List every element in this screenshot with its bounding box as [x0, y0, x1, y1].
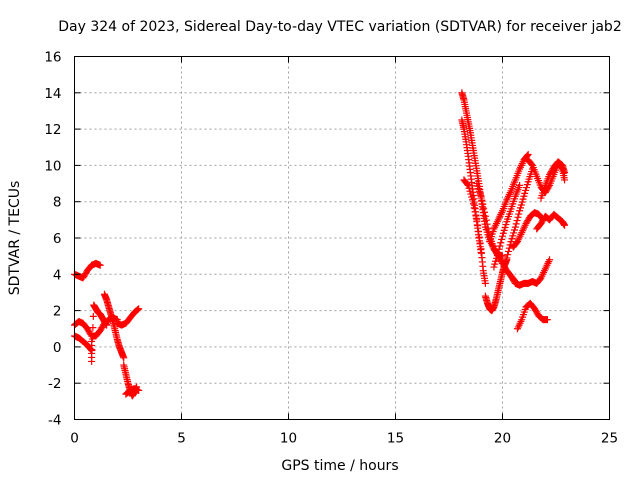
data-point — [496, 242, 504, 250]
data-point — [514, 213, 522, 221]
data-point — [516, 181, 524, 189]
data-point — [89, 324, 97, 332]
data-point — [88, 335, 96, 343]
series-arc-5 — [100, 290, 128, 362]
x-tick-label: 15 — [387, 431, 404, 447]
data-point — [498, 235, 506, 243]
series-arc-21 — [533, 210, 569, 233]
data-point — [480, 204, 488, 212]
data-point — [89, 312, 97, 320]
data-point — [561, 176, 569, 184]
data-point — [133, 306, 141, 314]
data-point — [504, 247, 512, 255]
y-tick-label: 16 — [44, 50, 61, 66]
data-point — [134, 306, 142, 314]
data-point — [503, 254, 511, 262]
y-tick-label: 0 — [53, 340, 62, 356]
y-tick-label: -4 — [48, 413, 61, 429]
data-point — [483, 220, 491, 228]
data-point — [545, 183, 553, 191]
data-point — [477, 192, 485, 200]
y-axis-label: SDTVAR / TECUs — [7, 181, 23, 296]
data-point — [463, 180, 471, 188]
y-tick-label: 2 — [53, 304, 62, 320]
data-point — [469, 196, 477, 204]
data-point — [515, 210, 523, 218]
x-tick-label: 5 — [177, 431, 186, 447]
data-point — [484, 224, 492, 232]
chart-title: Day 324 of 2023, Sidereal Day-to-day VTE… — [58, 19, 621, 35]
data-point — [523, 152, 531, 160]
series-arc-22 — [537, 158, 569, 202]
data-point — [472, 212, 480, 220]
data-point — [546, 256, 554, 264]
data-points — [71, 89, 569, 400]
y-tick-label: 8 — [53, 195, 62, 211]
x-tick-label: 0 — [70, 431, 79, 447]
data-point — [511, 223, 519, 231]
data-point — [497, 239, 505, 247]
data-point — [473, 216, 481, 224]
data-point — [494, 249, 502, 257]
data-point — [475, 233, 483, 241]
data-point — [474, 222, 482, 230]
data-point — [543, 316, 551, 324]
data-point — [476, 239, 484, 247]
y-tick-label: 10 — [44, 158, 61, 174]
x-tick-label: 10 — [280, 431, 297, 447]
data-point — [88, 346, 96, 354]
series-arc-11 — [460, 176, 489, 287]
series-arc-9 — [458, 89, 506, 260]
data-point — [120, 354, 128, 362]
series-arc-6 — [113, 305, 143, 329]
data-point — [481, 212, 489, 220]
data-point — [478, 196, 486, 204]
y-tick-label: 6 — [53, 231, 62, 247]
data-point — [482, 216, 490, 224]
data-point — [135, 386, 143, 394]
data-point — [469, 200, 477, 208]
data-point — [561, 169, 569, 177]
data-point — [470, 204, 478, 212]
data-point — [561, 221, 569, 229]
data-point — [135, 305, 143, 313]
data-point — [528, 160, 536, 168]
data-point — [103, 321, 111, 329]
data-point — [96, 261, 104, 269]
data-point — [512, 220, 520, 228]
data-point — [479, 200, 487, 208]
data-point — [513, 217, 521, 225]
x-tick-label: 20 — [494, 431, 511, 447]
series-arc-8 — [122, 385, 143, 398]
series-arc-15 — [490, 181, 524, 271]
series-arc-18 — [509, 209, 547, 251]
series-arc-17 — [507, 256, 554, 289]
x-axis-label: GPS time / hours — [281, 458, 398, 474]
grid — [74, 56, 610, 420]
data-point — [481, 279, 489, 287]
data-point — [495, 245, 503, 253]
x-tick-label: 25 — [601, 431, 618, 447]
series-arc-19 — [513, 299, 551, 333]
series-arc-16 — [499, 165, 536, 276]
y-tick-label: -2 — [48, 376, 61, 392]
data-point — [504, 251, 512, 259]
data-point — [505, 244, 513, 252]
series-arc-4 — [88, 301, 111, 365]
data-point — [88, 357, 96, 365]
axis-ticks: 0 5 10 15 20 25 -4 -2 0 2 4 6 8 10 12 14 16 — [44, 50, 618, 447]
series-arc-13 — [481, 256, 511, 315]
data-point — [475, 227, 483, 235]
y-tick-label: 14 — [44, 86, 61, 102]
y-tick-label: 12 — [44, 122, 61, 138]
series-arc-1 — [71, 259, 104, 282]
data-point — [471, 208, 479, 216]
data-point — [481, 208, 489, 216]
y-tick-label: 4 — [53, 267, 62, 283]
